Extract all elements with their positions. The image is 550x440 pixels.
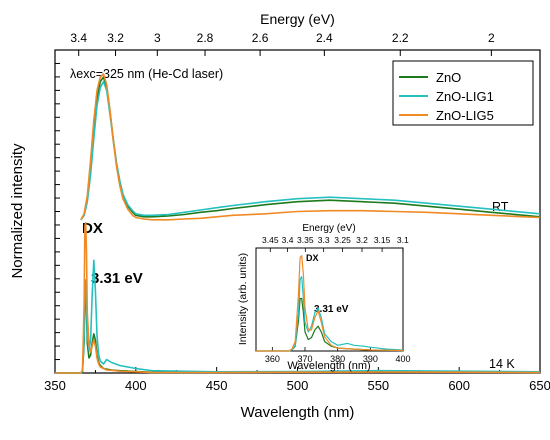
x-tick-label-550: 550	[367, 378, 389, 393]
dx-label: DX	[82, 220, 103, 237]
inset-top-tick-label-3.4: 3.4	[282, 235, 294, 245]
inset-series	[256, 255, 404, 352]
peak-label: 3.31 eV	[91, 270, 143, 287]
legend: ZnO ZnO-LIG1 ZnO-LIG5	[392, 60, 534, 126]
inset-series-line-zno-lig1	[256, 276, 404, 352]
inset-series-line-zno-lig5	[256, 255, 404, 352]
inset-top-axis-title: Energy (eV)	[302, 223, 355, 234]
x-tick-label-350: 350	[44, 378, 66, 393]
inset-top-tick-label-3.3: 3.3	[318, 235, 330, 245]
inset-top-tick-label-3.35: 3.35	[297, 235, 314, 245]
inset-x-tick-label-400: 400	[395, 354, 410, 364]
inset-y-axis-title: Intensity (arb. units)	[237, 253, 249, 345]
top-axis-title: Energy (eV)	[260, 11, 335, 27]
top-tick-label-2.8: 2.8	[197, 31, 214, 45]
top-tick-label-2: 2	[488, 31, 495, 45]
inset-top-tick-label-3.1: 3.1	[397, 235, 409, 245]
top-tick-label-3.2: 3.2	[107, 31, 124, 45]
inset-chart: Energy (eV) Wavelength (nm) Intensity (a…	[237, 223, 411, 372]
inset-top-tick-label-3.45: 3.45	[262, 235, 279, 245]
legend-label-zno-lig5: ZnO-LIG5	[436, 108, 494, 123]
x-tick-label-600: 600	[448, 378, 470, 393]
inset-top-tick-label-3.15: 3.15	[374, 235, 391, 245]
legend-label-zno: ZnO	[436, 70, 461, 85]
inset-axis-ticks: 360 370 380 390 400 3.45 3.4 3.35 3.3 3.25 3.2 3.15…	[262, 235, 411, 364]
inset-top-tick-label-3.25: 3.25	[334, 235, 351, 245]
series-line-zno-lig1-14k	[55, 259, 541, 374]
inset-x-tick-label-380: 380	[330, 354, 345, 364]
inset-x-tick-label-360: 360	[265, 354, 280, 364]
top-tick-label-2.6: 2.6	[252, 31, 269, 45]
top-tick-label-3: 3	[154, 31, 161, 45]
x-axis-title: Wavelength (nm)	[241, 404, 355, 421]
top-tick-label-2.4: 2.4	[316, 31, 333, 45]
inset-x-axis-title: Wavelength (nm)	[287, 360, 370, 372]
series-line-zno-lig5-14k	[55, 222, 541, 374]
x-tick-label-450: 450	[206, 378, 228, 393]
main-series	[55, 73, 541, 374]
inset-x-tick-label-390: 390	[363, 354, 378, 364]
inset-dx-label: DX	[306, 253, 319, 263]
x-tick-label-400: 400	[125, 378, 147, 393]
main-axis-ticks: 350 400 450 500 550 600 650 3.4 3.2 3 2.8 2.6 2.4 2.2…	[44, 31, 550, 393]
inset-top-tick-label-3.2: 3.2	[356, 235, 368, 245]
top-tick-label-2.2: 2.2	[392, 31, 409, 45]
x-tick-label-500: 500	[287, 378, 309, 393]
inset-frame	[255, 247, 404, 352]
excitation-annotation: λexc=325 nm (He-Cd laser)	[70, 67, 223, 81]
x-tick-label-650: 650	[529, 378, 550, 393]
low-temp-label: 14 K	[489, 357, 515, 371]
series-line-zno-rt	[80, 76, 541, 221]
series-line-zno-lig1-rt	[80, 80, 541, 221]
inset-peak-label: 3.31 eV	[314, 304, 349, 315]
inset-x-tick-label-370: 370	[297, 354, 312, 364]
legend-label-zno-lig1: ZnO-LIG1	[436, 89, 494, 104]
y-axis-title: Normalized intensity	[9, 143, 26, 279]
series-line-zno-lig5-rt	[80, 73, 541, 221]
top-tick-label-3.4: 3.4	[70, 31, 87, 45]
